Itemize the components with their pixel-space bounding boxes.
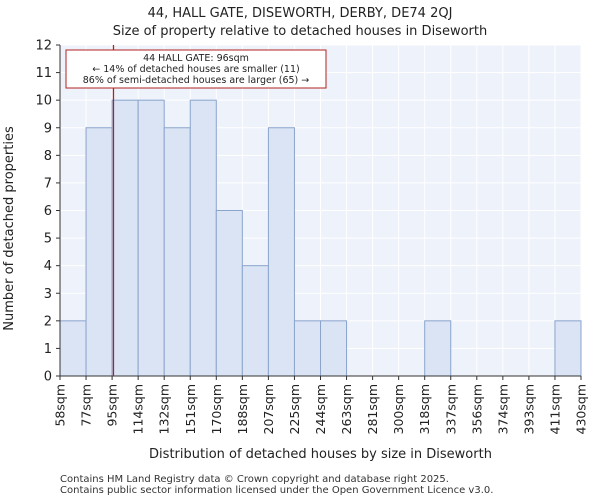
- y-tick-label: 8: [44, 149, 52, 164]
- x-tick-label: 244sqm: [313, 384, 328, 434]
- bar: [59, 320, 87, 377]
- chart-subtitle: Size of property relative to detached ho…: [112, 24, 488, 39]
- y-tick-label: 3: [44, 287, 52, 302]
- x-tick-label: 318sqm: [417, 384, 432, 434]
- bar: [320, 320, 348, 377]
- x-tick-label: 225sqm: [287, 384, 302, 434]
- annotation-box: [65, 49, 327, 89]
- bar: [163, 127, 191, 377]
- y-tick-label: 4: [44, 259, 52, 274]
- y-tick-label: 1: [44, 342, 52, 357]
- bar: [85, 127, 113, 377]
- x-axis-label: Distribution of detached houses by size …: [149, 447, 492, 462]
- footer-licence: Contains public sector information licen…: [60, 485, 494, 496]
- x-tick-label: 430sqm: [574, 384, 589, 434]
- y-tick-label: 11: [35, 66, 52, 81]
- y-tick-label: 6: [44, 204, 52, 219]
- x-tick-label: 393sqm: [521, 384, 536, 434]
- x-tick-label: 58sqm: [53, 384, 68, 427]
- x-tick-label: 114sqm: [131, 384, 146, 434]
- y-tick-label: 2: [44, 314, 52, 329]
- x-tick-label: 337sqm: [443, 384, 458, 434]
- x-tick-label: 281sqm: [365, 384, 380, 434]
- x-tick-label: 77sqm: [79, 384, 94, 427]
- x-tick-label: 188sqm: [235, 384, 250, 434]
- bar: [293, 320, 322, 377]
- x-tick-label: 151sqm: [183, 384, 198, 434]
- x-tick-label: 374sqm: [495, 384, 510, 434]
- annotation-line: ← 14% of detached houses are smaller (11…: [92, 64, 299, 75]
- x-tick-label: 411sqm: [547, 384, 562, 434]
- x-tick-label: 356sqm: [469, 384, 484, 434]
- x-tick-label: 263sqm: [339, 384, 354, 434]
- annotation-line: 86% of semi-detached houses are larger (…: [83, 75, 310, 86]
- x-tick-label: 300sqm: [391, 384, 406, 434]
- x-tick-label: 132sqm: [157, 384, 172, 434]
- y-tick-label: 12: [35, 39, 52, 54]
- bar: [241, 265, 269, 377]
- x-tick-label: 95sqm: [105, 384, 120, 427]
- y-tick-label: 7: [44, 176, 52, 191]
- x-tick-label: 207sqm: [261, 384, 276, 434]
- bar: [267, 127, 295, 377]
- bar: [111, 99, 139, 377]
- x-tick-label: 170sqm: [209, 384, 224, 434]
- bar: [137, 99, 165, 377]
- bar: [554, 320, 582, 377]
- footer-copyright: Contains HM Land Registry data © Crown c…: [60, 474, 449, 485]
- y-axis-label: Number of detached properties: [2, 126, 17, 331]
- annotation-line: 44 HALL GATE: 96sqm: [143, 53, 249, 64]
- bar: [189, 99, 217, 377]
- chart-title: 44, HALL GATE, DISEWORTH, DERBY, DE74 2Q…: [147, 6, 453, 21]
- y-tick-label: 9: [44, 121, 52, 136]
- bar: [424, 320, 452, 377]
- y-tick-label: 10: [35, 94, 52, 109]
- y-tick-label: 5: [44, 232, 52, 247]
- bar: [215, 210, 243, 377]
- y-tick-label: 0: [44, 370, 52, 385]
